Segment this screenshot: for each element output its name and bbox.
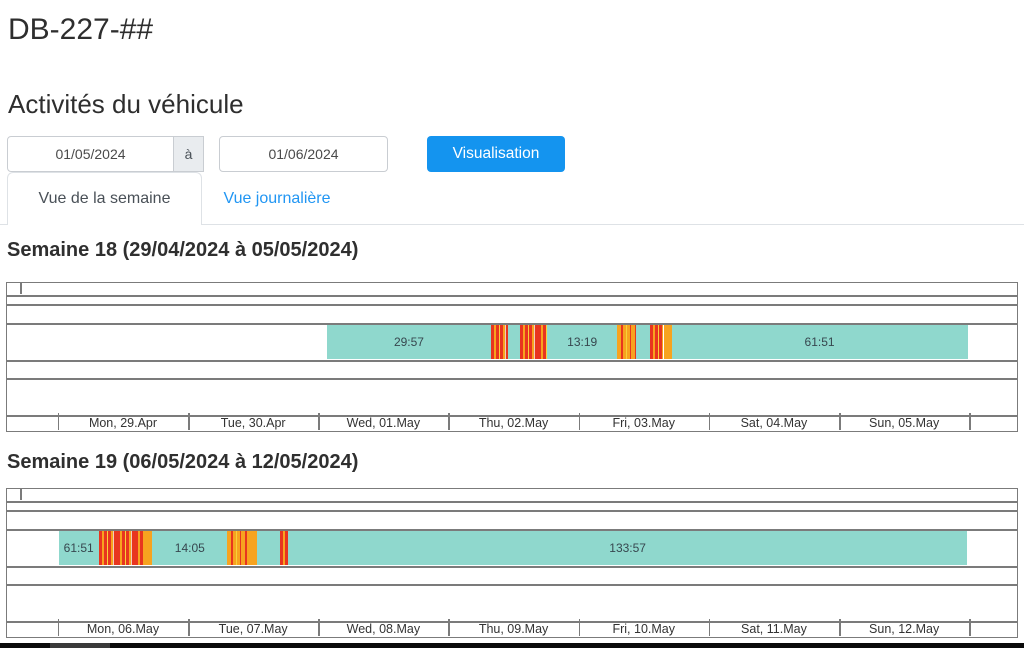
segment-duration-label: 61:51 [804, 335, 835, 349]
activity-segment-teal[interactable]: 61:51 [58, 531, 99, 565]
week-18-activity-chart: Mon, 29.Apr Tue, 30.Apr Wed, 01.May Thu, 02… [6, 282, 1018, 432]
day-label: Sat, 11.May [741, 621, 807, 636]
segment-duration-label: 29:57 [393, 335, 424, 349]
tab-week-view[interactable]: Vue de la semaine [7, 172, 202, 225]
day-label: Fri, 10.May [612, 621, 675, 636]
grid-line [7, 566, 1017, 568]
grid-line [7, 323, 1017, 325]
date-range-separator: à [173, 136, 204, 172]
x-axis-tick [839, 413, 841, 430]
activity-segment-stripes-orange[interactable] [617, 325, 637, 359]
x-axis-tick [188, 413, 190, 430]
segment-duration-label: 14:05 [174, 541, 205, 555]
y-axis-tick [20, 283, 22, 294]
y-axis-tick [20, 489, 22, 500]
x-axis-tick [708, 413, 711, 430]
week-19-heading: Semaine 19 (06/05/2024 à 12/05/2024) [7, 451, 359, 473]
activity-segment-teal[interactable] [636, 325, 651, 359]
tab-day-view[interactable]: Vue journalière [223, 189, 331, 207]
grid-line [7, 304, 1017, 306]
activity-segment-stripes-red[interactable] [279, 531, 288, 565]
day-label: Thu, 02.May [478, 415, 549, 430]
activity-segment-orange[interactable] [247, 531, 258, 565]
day-label: Thu, 09.May [478, 621, 549, 636]
page-title: DB-227-## [8, 13, 154, 46]
day-label: Mon, 29.Apr [88, 415, 158, 430]
x-axis-tick [57, 619, 60, 636]
activity-segment-stripes-red[interactable] [490, 325, 508, 359]
activity-segment-teal[interactable] [257, 531, 280, 565]
week-19-activity-chart: Mon, 06.May Tue, 07.May Wed, 08.May Thu, 09… [6, 488, 1018, 638]
activity-bar: 29:57 13:19 61:51 [7, 325, 1017, 359]
x-axis-tick [188, 619, 190, 636]
x-axis-tick [969, 413, 971, 430]
x-axis-tick [448, 619, 450, 636]
grid-line [7, 510, 1017, 512]
grid-line [7, 529, 1017, 531]
grid-line [7, 621, 1017, 623]
activity-segment-stripes-red[interactable] [520, 325, 548, 359]
x-axis-tick [57, 413, 60, 430]
grid-line [7, 584, 1017, 586]
segment-duration-label: 13:19 [567, 335, 598, 349]
grid-line [7, 295, 1017, 297]
screen-bottom-edge-segment [50, 643, 110, 648]
activity-segment-stripes-red[interactable] [650, 325, 664, 359]
day-label: Mon, 06.May [86, 621, 160, 636]
activity-segment-orange[interactable] [143, 531, 153, 565]
x-axis-tick [708, 619, 711, 636]
grid-line [7, 415, 1017, 417]
segment-duration-label: 61:51 [63, 541, 94, 555]
activity-segment-teal[interactable]: 133:57 [287, 531, 968, 565]
day-label: Tue, 07.May [218, 621, 288, 636]
date-to-input[interactable] [219, 136, 388, 172]
activity-segment-stripes-red[interactable] [98, 531, 144, 565]
grid-line [7, 378, 1017, 380]
activity-segment-teal[interactable]: 61:51 [671, 325, 968, 359]
x-axis-tick [448, 413, 450, 430]
x-axis-tick [578, 619, 581, 636]
date-from-input[interactable] [7, 136, 174, 172]
x-axis-tick [969, 619, 971, 636]
activity-segment-teal[interactable]: 29:57 [327, 325, 491, 359]
day-label: Sun, 05.May [869, 415, 940, 430]
activity-segment-stripes-orange[interactable] [227, 531, 248, 565]
day-label: Sat, 04.May [740, 415, 808, 430]
segment-duration-label: 133:57 [609, 541, 646, 555]
grid-line [7, 360, 1017, 362]
day-label: Sun, 12.May [869, 621, 940, 636]
day-label: Wed, 08.May [346, 621, 421, 636]
x-axis-tick [839, 619, 841, 636]
screen-bottom-edge [0, 643, 1024, 648]
section-title: Activités du véhicule [8, 89, 244, 119]
activity-bar: 61:51 14:05 133:57 [7, 531, 1017, 565]
week-18-heading: Semaine 18 (29/04/2024 à 05/05/2024) [7, 239, 359, 261]
tab-bar-divider [0, 224, 1024, 225]
grid-line [7, 501, 1017, 503]
visualisation-button[interactable]: Visualisation [427, 136, 565, 172]
day-label: Tue, 30.Apr [220, 415, 286, 430]
day-label: Wed, 01.May [346, 415, 421, 430]
x-axis-tick [578, 413, 581, 430]
activity-segment-teal[interactable]: 14:05 [152, 531, 228, 565]
activity-segment-teal[interactable]: 13:19 [547, 325, 618, 359]
day-label: Fri, 03.May [612, 415, 675, 430]
x-axis-tick [318, 619, 320, 636]
x-axis-tick [318, 413, 320, 430]
activity-segment-teal[interactable] [507, 325, 521, 359]
activity-segment-orange[interactable] [663, 325, 672, 359]
